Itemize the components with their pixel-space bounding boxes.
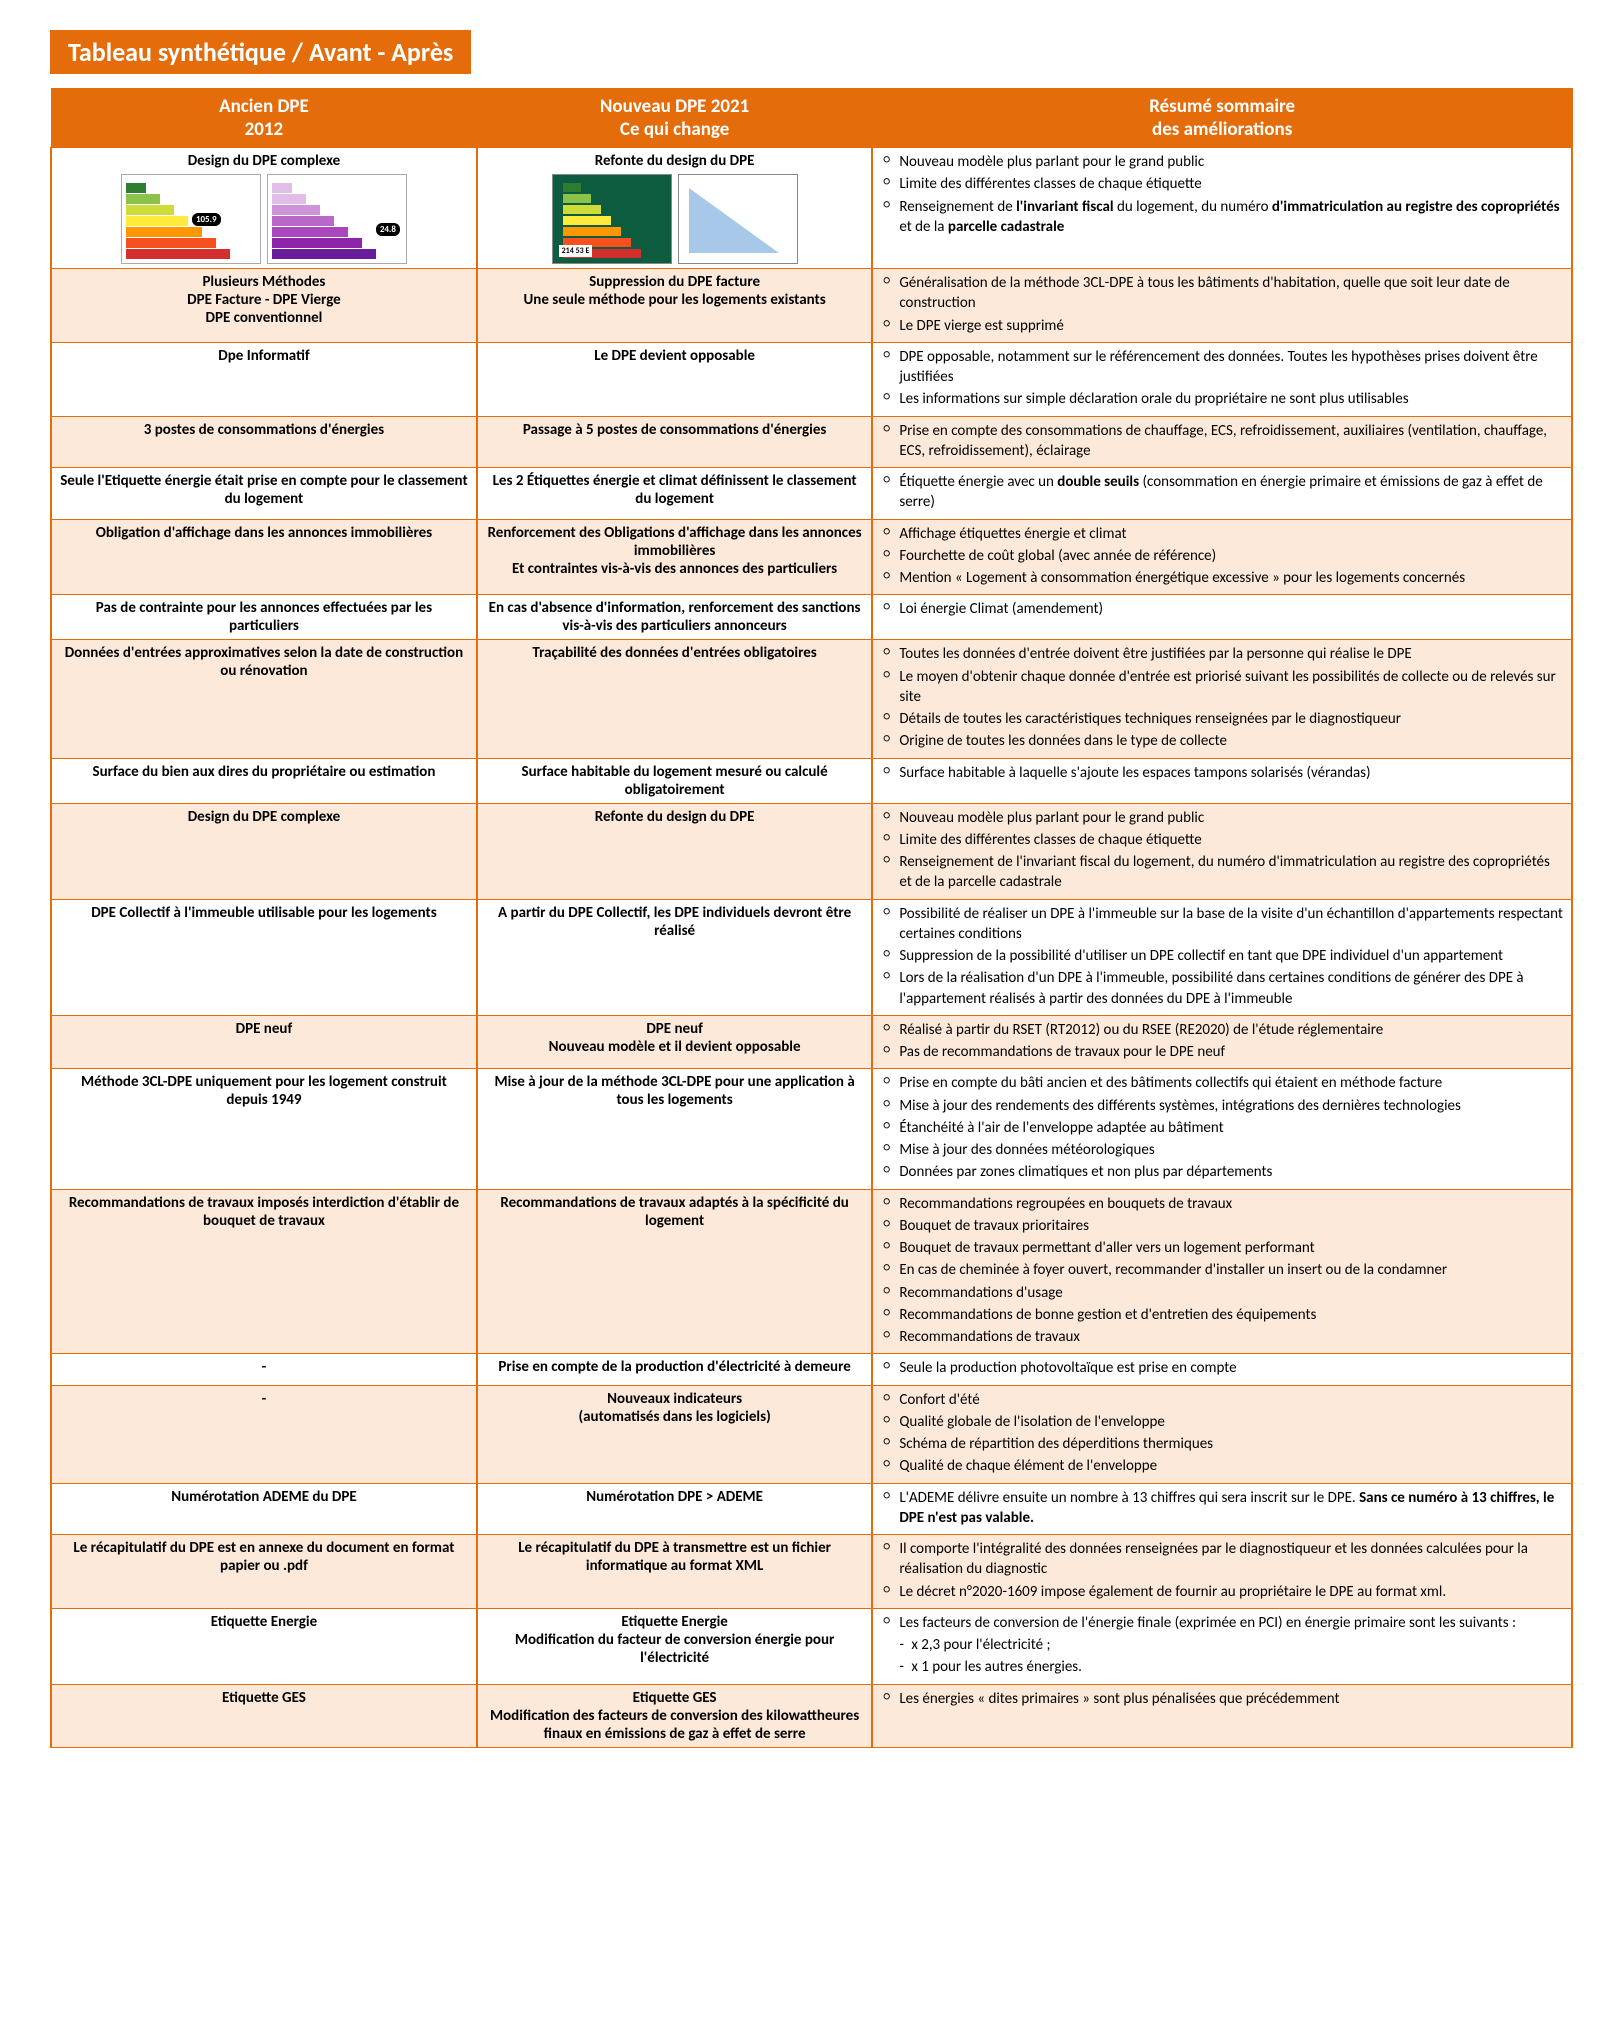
cell-nouveau: Refonte du design du DPE214 53 E — [477, 148, 872, 269]
cell-nouveau: A partir du DPE Collectif, les DPE indiv… — [477, 899, 872, 1015]
table-row: Données d'entrées approximatives selon l… — [51, 640, 1572, 758]
cell-nouveau: Refonte du design du DPE — [477, 803, 872, 899]
cell-nouveau: Passage à 5 postes de consommations d'én… — [477, 416, 872, 468]
cell-ancien: Données d'entrées approximatives selon l… — [51, 640, 477, 758]
table-row: Etiquette EnergieEtiquette EnergieModifi… — [51, 1608, 1572, 1684]
cell-ancien: - — [51, 1354, 477, 1385]
cell-resume: Nouveau modèle plus parlant pour le gran… — [872, 148, 1572, 269]
cell-resume: Loi énergie Climat (amendement) — [872, 595, 1572, 640]
cell-ancien: Dpe Informatif — [51, 342, 477, 416]
cell-nouveau: Prise en compte de la production d'élect… — [477, 1354, 872, 1385]
cell-resume: Étiquette énergie avec un double seuils … — [872, 468, 1572, 520]
cell-ancien: DPE Collectif à l'immeuble utilisable po… — [51, 899, 477, 1015]
cell-nouveau: Renforcement des Obligations d'affichage… — [477, 519, 872, 595]
cell-ancien: - — [51, 1385, 477, 1483]
cell-ancien: Pas de contrainte pour les annonces effe… — [51, 595, 477, 640]
cell-ancien: Plusieurs MéthodesDPE Facture - DPE Vier… — [51, 269, 477, 343]
table-row: Obligation d'affichage dans les annonces… — [51, 519, 1572, 595]
cell-ancien: DPE neuf — [51, 1015, 477, 1069]
cell-resume: Affichage étiquettes énergie et climatFo… — [872, 519, 1572, 595]
cell-nouveau: Traçabilité des données d'entrées obliga… — [477, 640, 872, 758]
table-row: Numérotation ADEME du DPENumérotation DP… — [51, 1483, 1572, 1535]
table-row: Surface du bien aux dires du propriétair… — [51, 758, 1572, 803]
table-row: -Prise en compte de la production d'élec… — [51, 1354, 1572, 1385]
header-ancien: Ancien DPE2012 — [51, 89, 477, 148]
cell-nouveau: Etiquette EnergieModification du facteur… — [477, 1608, 872, 1684]
cell-ancien: Surface du bien aux dires du propriétair… — [51, 758, 477, 803]
header-nouveau: Nouveau DPE 2021Ce qui change — [477, 89, 872, 148]
table-row: Dpe InformatifLe DPE devient opposableDP… — [51, 342, 1572, 416]
cell-resume: Confort d'étéQualité globale de l'isolat… — [872, 1385, 1572, 1483]
table-row: Etiquette GESEtiquette GESModification d… — [51, 1684, 1572, 1747]
cell-ancien: Design du DPE complexe — [51, 803, 477, 899]
cell-ancien: Seule l'Etiquette énergie était prise en… — [51, 468, 477, 520]
cell-nouveau: Le DPE devient opposable — [477, 342, 872, 416]
cell-ancien: Numérotation ADEME du DPE — [51, 1483, 477, 1535]
cell-resume: Prise en compte des consommations de cha… — [872, 416, 1572, 468]
cell-resume: DPE opposable, notamment sur le référenc… — [872, 342, 1572, 416]
table-row: Méthode 3CL-DPE uniquement pour les loge… — [51, 1069, 1572, 1189]
table-row: Design du DPE complexeRefonte du design … — [51, 803, 1572, 899]
cell-resume: L'ADEME délivre ensuite un nombre à 13 c… — [872, 1483, 1572, 1535]
table-row: Le récapitulatif du DPE est en annexe du… — [51, 1535, 1572, 1609]
header-resume: Résumé sommairedes améliorations — [872, 89, 1572, 148]
cell-resume: Réalisé à partir du RSET (RT2012) ou du … — [872, 1015, 1572, 1069]
cell-nouveau: Surface habitable du logement mesuré ou … — [477, 758, 872, 803]
cell-nouveau: Etiquette GESModification des facteurs d… — [477, 1684, 872, 1747]
cell-nouveau: DPE neufNouveau modèle et il devient opp… — [477, 1015, 872, 1069]
table-row: DPE neufDPE neufNouveau modèle et il dev… — [51, 1015, 1572, 1069]
cell-resume: Toutes les données d'entrée doivent être… — [872, 640, 1572, 758]
cell-ancien: Etiquette Energie — [51, 1608, 477, 1684]
cell-resume: Possibilité de réaliser un DPE à l'immeu… — [872, 899, 1572, 1015]
table-row: Recommandations de travaux imposés inter… — [51, 1189, 1572, 1354]
page-title: Tableau synthétique / Avant - Après — [50, 30, 471, 74]
table-row: DPE Collectif à l'immeuble utilisable po… — [51, 899, 1572, 1015]
cell-resume: Surface habitable à laquelle s'ajoute le… — [872, 758, 1572, 803]
cell-nouveau: Mise à jour de la méthode 3CL-DPE pour u… — [477, 1069, 872, 1189]
table-row: Seule l'Etiquette énergie était prise en… — [51, 468, 1572, 520]
cell-resume: Il comporte l'intégralité des données re… — [872, 1535, 1572, 1609]
table-row: Pas de contrainte pour les annonces effe… — [51, 595, 1572, 640]
cell-resume: Les facteurs de conversion de l'énergie … — [872, 1608, 1572, 1684]
cell-nouveau: Le récapitulatif du DPE à transmettre es… — [477, 1535, 872, 1609]
cell-ancien: Le récapitulatif du DPE est en annexe du… — [51, 1535, 477, 1609]
table-row: -Nouveaux indicateurs(automatisés dans l… — [51, 1385, 1572, 1483]
cell-nouveau: En cas d'absence d'information, renforce… — [477, 595, 872, 640]
cell-nouveau: Les 2 Étiquettes énergie et climat défin… — [477, 468, 872, 520]
cell-resume: Seule la production photovoltaïque est p… — [872, 1354, 1572, 1385]
cell-ancien: Etiquette GES — [51, 1684, 477, 1747]
cell-nouveau: Recommandations de travaux adaptés à la … — [477, 1189, 872, 1354]
cell-ancien: Recommandations de travaux imposés inter… — [51, 1189, 477, 1354]
table-row: 3 postes de consommations d'énergiesPass… — [51, 416, 1572, 468]
cell-resume: Nouveau modèle plus parlant pour le gran… — [872, 803, 1572, 899]
cell-ancien: Design du DPE complexe105.924.8 — [51, 148, 477, 269]
cell-resume: Les énergies « dites primaires » sont pl… — [872, 1684, 1572, 1747]
cell-ancien: Méthode 3CL-DPE uniquement pour les loge… — [51, 1069, 477, 1189]
cell-nouveau: Suppression du DPE factureUne seule méth… — [477, 269, 872, 343]
cell-resume: Généralisation de la méthode 3CL-DPE à t… — [872, 269, 1572, 343]
cell-ancien: Obligation d'affichage dans les annonces… — [51, 519, 477, 595]
table-row: Plusieurs MéthodesDPE Facture - DPE Vier… — [51, 269, 1572, 343]
comparison-table: Ancien DPE2012 Nouveau DPE 2021Ce qui ch… — [50, 88, 1573, 1748]
table-row: Design du DPE complexe105.924.8Refonte d… — [51, 148, 1572, 269]
cell-ancien: 3 postes de consommations d'énergies — [51, 416, 477, 468]
cell-resume: Recommandations regroupées en bouquets d… — [872, 1189, 1572, 1354]
cell-nouveau: Numérotation DPE > ADEME — [477, 1483, 872, 1535]
cell-nouveau: Nouveaux indicateurs(automatisés dans le… — [477, 1385, 872, 1483]
cell-resume: Prise en compte du bâti ancien et des bâ… — [872, 1069, 1572, 1189]
